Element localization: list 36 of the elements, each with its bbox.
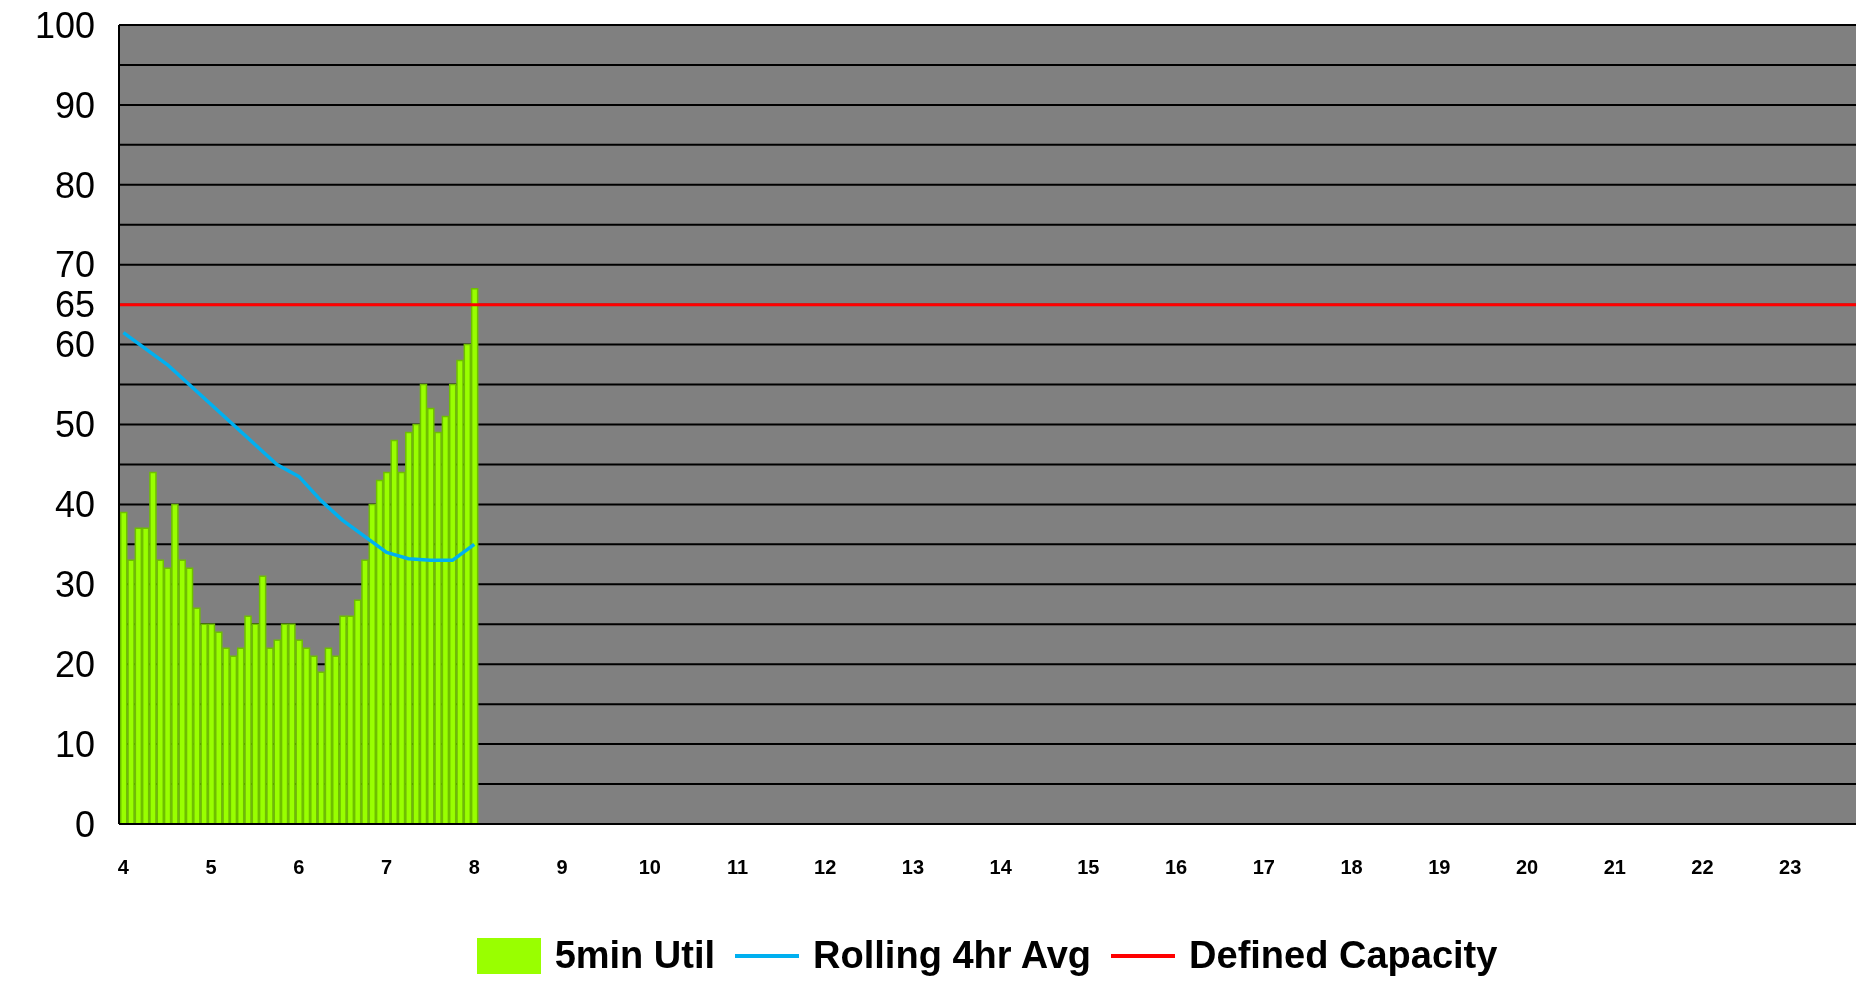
y-tick-label: 0: [74, 803, 95, 845]
x-tick-label: 11: [726, 856, 749, 879]
x-tick-label: 13: [901, 856, 925, 879]
legend-label: Rolling 4hr Avg: [813, 934, 1092, 977]
x-tick-label: 15: [1077, 856, 1100, 879]
x-tick-label: 14: [989, 856, 1013, 879]
x-tick-label: 16: [1164, 856, 1188, 879]
y-tick-label: 70: [54, 244, 95, 286]
y-tick-label: 90: [54, 84, 95, 126]
x-tick-label: 12: [814, 856, 837, 879]
x-tick-label: 4: [117, 856, 130, 879]
y-tick-label: 30: [54, 564, 95, 606]
x-tick-label: 22: [1691, 856, 1714, 879]
x-tick-label: 21: [1603, 856, 1626, 879]
legend-label: 5min Util: [554, 934, 716, 977]
y-tick-label: 20: [54, 643, 95, 685]
x-tick-label: 23: [1779, 856, 1802, 879]
x-tick-label: 10: [638, 856, 661, 879]
x-tick-label: 19: [1428, 856, 1451, 879]
x-tick-label: 8: [468, 856, 480, 879]
x-tick-label: 5: [205, 856, 217, 879]
y-tick-label: 10: [54, 723, 95, 765]
y-tick-label: 60: [54, 324, 95, 366]
y-tick-label: 40: [54, 484, 95, 526]
x-tick-label: 18: [1340, 856, 1363, 879]
line-series: [121, 330, 477, 563]
legend-label: Defined Capacity: [1189, 934, 1498, 977]
y-tick-label: 65: [54, 284, 95, 326]
x-tick-label: 17: [1252, 856, 1275, 879]
x-tick-label: 7: [381, 856, 393, 879]
y-tick-label: 80: [54, 164, 95, 206]
y-tick-label: 50: [54, 404, 95, 446]
x-tick-label: 9: [556, 856, 568, 879]
y-tick-label: 100: [34, 4, 95, 46]
x-tick-label: 6: [293, 856, 305, 879]
x-tick-label: 20: [1515, 856, 1539, 879]
